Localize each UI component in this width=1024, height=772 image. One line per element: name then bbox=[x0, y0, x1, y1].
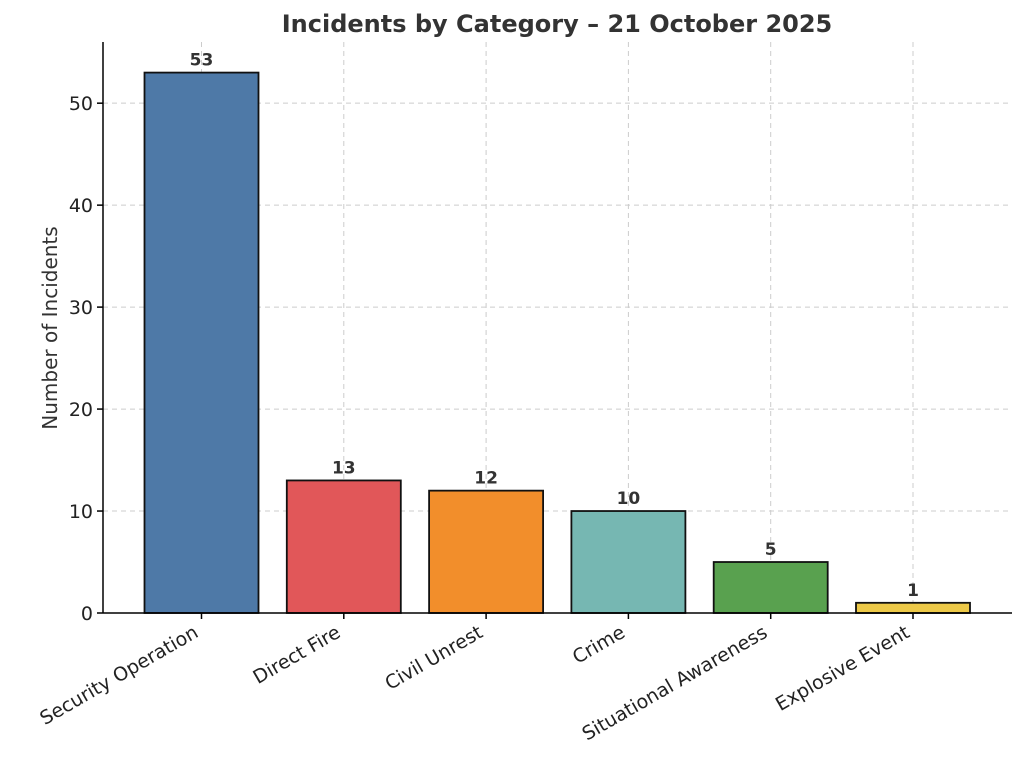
labels-layer: 53 13 12 10 5 1 bbox=[190, 51, 919, 601]
bar-explosive-event bbox=[855, 601, 971, 614]
y-tick-label: 0 bbox=[81, 603, 93, 625]
x-tick-label: Direct Fire bbox=[249, 621, 344, 688]
y-tick-label: 40 bbox=[69, 195, 93, 217]
data-label: 5 bbox=[765, 540, 777, 560]
y-axis-label: Number of Incidents bbox=[38, 226, 62, 429]
data-label: 10 bbox=[617, 489, 641, 509]
data-label: 1 bbox=[907, 581, 919, 601]
bar-security-operation bbox=[143, 71, 260, 614]
x-tick-label: Civil Unrest bbox=[381, 621, 486, 694]
axes-layer bbox=[102, 42, 1012, 614]
y-tick-label: 30 bbox=[69, 297, 93, 319]
data-label: 53 bbox=[190, 51, 214, 71]
x-tick-label: Security Operation bbox=[36, 621, 202, 729]
y-tick-label: 50 bbox=[69, 93, 93, 115]
bar-crime bbox=[570, 510, 687, 614]
bar-civil-unrest bbox=[428, 489, 545, 614]
bar-situational-awareness bbox=[712, 561, 829, 614]
data-label: 13 bbox=[332, 458, 356, 478]
bar-direct-fire bbox=[285, 479, 402, 614]
data-label: 12 bbox=[474, 469, 498, 489]
grid-layer bbox=[103, 42, 1012, 613]
x-tick-label: Crime bbox=[569, 621, 629, 668]
y-tick-label: 10 bbox=[69, 501, 93, 523]
y-tick-label: 20 bbox=[69, 399, 93, 421]
x-tick-label: Explosive Event bbox=[772, 621, 914, 715]
bars-layer bbox=[143, 71, 971, 614]
chart-title: Incidents by Category – 21 October 2025 bbox=[282, 10, 833, 38]
